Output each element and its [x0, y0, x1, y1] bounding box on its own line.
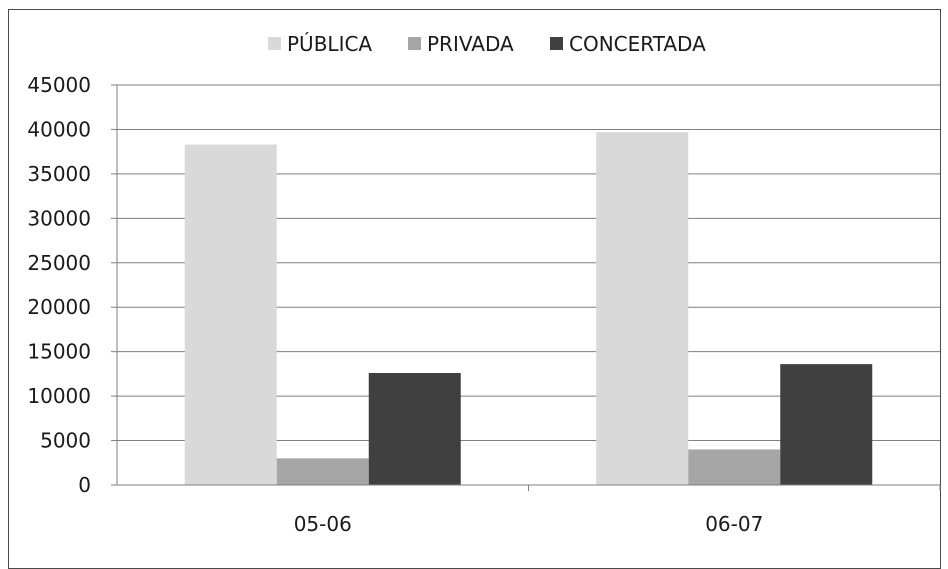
y-tick-label: 45000	[27, 73, 91, 97]
legend: PÚBLICA PRIVADA CONCERTADA	[268, 32, 706, 56]
bar-concertada-05-06	[368, 373, 461, 485]
y-tick-label: 15000	[27, 340, 91, 364]
bar-concertada-06-07	[780, 364, 873, 485]
y-tick-label: 10000	[27, 384, 91, 408]
bar-pública-05-06	[184, 144, 277, 486]
bar-pública-06-07	[596, 132, 689, 485]
legend-label-concertada: CONCERTADA	[569, 32, 706, 56]
bars	[184, 132, 873, 486]
y-tick-label: 0	[78, 473, 91, 497]
legend-swatch-privada	[408, 37, 421, 50]
x-category-label: 06-07	[705, 512, 763, 536]
bar-privada-06-07	[688, 449, 781, 485]
x-category-label: 05-06	[294, 512, 352, 536]
x-axis: 05-06 06-07	[117, 484, 941, 536]
y-tick-label: 35000	[27, 162, 91, 186]
y-tick-label: 40000	[27, 117, 91, 141]
y-tick-label: 20000	[27, 295, 91, 319]
y-tick-label: 25000	[27, 251, 91, 275]
bar-privada-05-06	[276, 458, 369, 485]
legend-label-privada: PRIVADA	[427, 32, 514, 56]
y-tick-label: 5000	[40, 429, 91, 453]
y-axis: 0 5000 10000 15000 20000 25000 30000 35000 40000…	[27, 73, 118, 497]
y-tick-label: 30000	[27, 206, 91, 230]
legend-label-pública: PÚBLICA	[287, 32, 372, 56]
legend-swatch-pública	[268, 37, 281, 50]
legend-swatch-concertada	[550, 37, 563, 50]
